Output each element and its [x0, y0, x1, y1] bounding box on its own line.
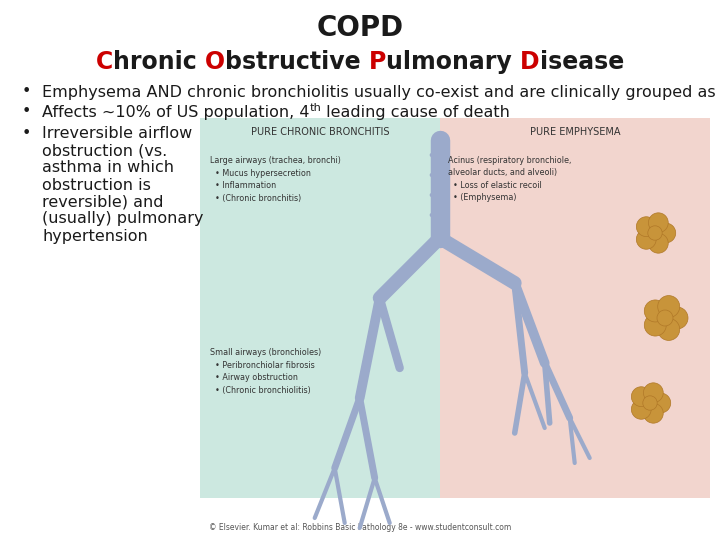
Circle shape [644, 314, 666, 336]
Text: ulmonary: ulmonary [387, 50, 521, 74]
Circle shape [631, 400, 651, 419]
Circle shape [648, 226, 662, 240]
Circle shape [631, 387, 651, 407]
Bar [440, 118, 710, 498]
Text: COPD: COPD [316, 14, 404, 42]
Circle shape [644, 383, 663, 403]
Circle shape [649, 233, 668, 253]
Text: •: • [22, 105, 32, 119]
Text: PURE EMPHYSEMA: PURE EMPHYSEMA [530, 127, 620, 137]
Text: leading cause of death: leading cause of death [321, 105, 510, 119]
Circle shape [651, 393, 671, 413]
Circle shape [636, 230, 656, 249]
Text: Large airways (trachea, bronchi)
  • Mucus hypersecretion
  • Inflammation
  • (: Large airways (trachea, bronchi) • Mucus… [210, 156, 341, 202]
Text: isease: isease [540, 50, 624, 74]
Text: O: O [205, 50, 225, 74]
Text: © Elsevier. Kumar et al: Robbins Basic Pathology 8e - www.studentconsult.com: © Elsevier. Kumar et al: Robbins Basic P… [209, 523, 511, 532]
Circle shape [656, 223, 675, 243]
Circle shape [657, 319, 680, 340]
Text: Small airways (bronchioles)
  • Peribronchiolar fibrosis
  • Airway obstruction
: Small airways (bronchioles) • Peribronch… [210, 348, 321, 395]
Circle shape [657, 295, 680, 318]
Bar [200, 118, 440, 498]
Circle shape [657, 310, 673, 326]
Text: obstruction is: obstruction is [42, 178, 151, 192]
Text: th: th [310, 103, 321, 113]
Text: Emphysema AND chronic bronchiolitis usually co-exist and are clinically grouped : Emphysema AND chronic bronchiolitis usua… [42, 84, 720, 99]
Text: obstruction (vs.: obstruction (vs. [42, 144, 167, 159]
Text: bstructive: bstructive [225, 50, 369, 74]
Text: Irreversible airflow: Irreversible airflow [42, 126, 192, 141]
Circle shape [643, 396, 657, 410]
Text: asthma in which: asthma in which [42, 160, 174, 176]
Text: P: P [369, 50, 387, 74]
Text: •: • [22, 126, 32, 141]
Circle shape [636, 217, 656, 237]
Circle shape [666, 307, 688, 329]
Text: reversible) and: reversible) and [42, 194, 163, 210]
Text: hypertension: hypertension [42, 228, 148, 244]
Text: •: • [22, 84, 32, 99]
Text: Affects ~10% of US population, 4: Affects ~10% of US population, 4 [42, 105, 310, 119]
Text: C: C [96, 50, 113, 74]
Text: hronic: hronic [113, 50, 205, 74]
Circle shape [649, 213, 668, 233]
Circle shape [644, 403, 663, 423]
Circle shape [644, 300, 666, 322]
Text: Acinus (respiratory bronchiole,
alveolar ducts, and alveoli)
  • Loss of elastic: Acinus (respiratory bronchiole, alveolar… [448, 156, 571, 202]
Text: (usually) pulmonary: (usually) pulmonary [42, 212, 204, 226]
Text: PURE CHRONIC BRONCHITIS: PURE CHRONIC BRONCHITIS [251, 127, 389, 137]
Text: D: D [521, 50, 540, 74]
